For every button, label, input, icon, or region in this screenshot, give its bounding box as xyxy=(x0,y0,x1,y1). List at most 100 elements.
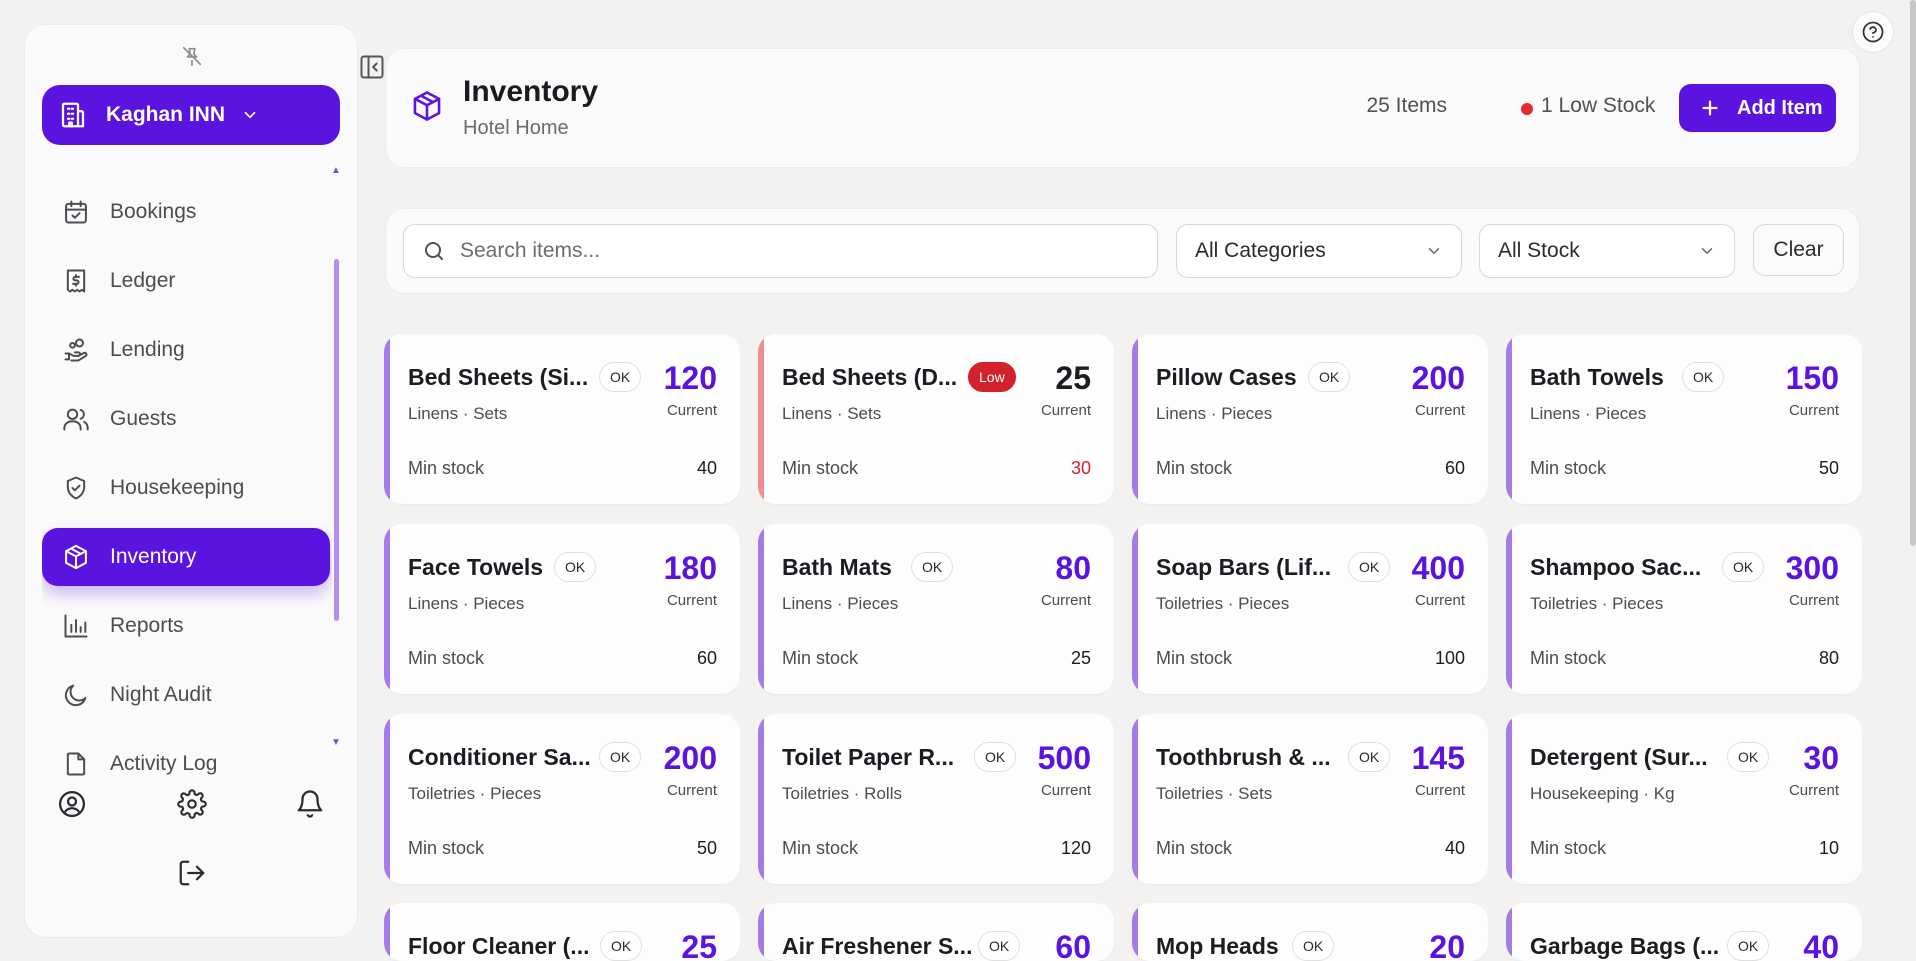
hand-coins-icon xyxy=(62,336,90,364)
help-button[interactable] xyxy=(1852,11,1894,53)
category-select[interactable]: All Categories xyxy=(1176,224,1462,278)
page-scrollbar[interactable] xyxy=(1910,0,1916,546)
settings-gear-icon[interactable] xyxy=(177,789,207,819)
inventory-card[interactable]: Mop Heads OK 20 xyxy=(1132,903,1488,961)
status-badge: OK xyxy=(1348,552,1391,582)
inventory-card[interactable]: Bath Towels OK 150 Current Linens · Piec… xyxy=(1506,334,1862,504)
user-circle-icon[interactable] xyxy=(57,789,87,819)
chevron-down-icon xyxy=(1698,242,1716,260)
current-stock-value: 120 xyxy=(663,360,717,396)
clear-filters-button[interactable]: Clear xyxy=(1753,224,1844,276)
inventory-card[interactable]: Air Freshener S... OK 60 xyxy=(758,903,1114,961)
current-label: Current xyxy=(1040,592,1091,609)
sidebar-item-inventory[interactable]: Inventory xyxy=(42,528,330,586)
inventory-card[interactable]: Shampoo Sac... OK 300 Current Toiletries… xyxy=(1506,524,1862,694)
item-category: Toiletries · Pieces xyxy=(1530,594,1664,613)
scroll-up-arrow[interactable]: ▲ xyxy=(331,165,341,176)
inventory-card[interactable]: Face Towels OK 180 Current Linens · Piec… xyxy=(384,524,740,694)
current-stock-value: 20 xyxy=(1429,929,1465,961)
current-label: Current xyxy=(1414,402,1465,419)
item-category: Linens · Pieces xyxy=(1156,404,1273,423)
collapse-sidebar-icon[interactable] xyxy=(358,53,386,81)
current-label: Current xyxy=(1414,782,1465,799)
current-label: Current xyxy=(666,592,717,609)
hotel-switcher[interactable]: Kaghan INN xyxy=(42,85,340,145)
inventory-card[interactable]: Floor Cleaner (... OK 25 xyxy=(384,903,740,961)
inventory-card[interactable]: Pillow Cases OK 200 Current Linens · Pie… xyxy=(1132,334,1488,504)
current-stock-value: 150 xyxy=(1785,360,1839,396)
items-count: 25 Items xyxy=(1366,94,1447,117)
min-stock-value: 60 xyxy=(696,648,717,668)
search-box[interactable] xyxy=(403,224,1158,278)
bell-icon[interactable] xyxy=(295,789,325,819)
current-label: Current xyxy=(1788,402,1839,419)
min-stock-value: 100 xyxy=(1434,648,1465,668)
min-stock-value: 80 xyxy=(1818,648,1839,668)
bar-chart-icon xyxy=(62,612,90,640)
chevron-down-icon xyxy=(241,106,259,124)
min-stock-value: 40 xyxy=(696,458,717,478)
min-stock-value: 10 xyxy=(1818,838,1839,858)
sidebar: Kaghan INN ▲ ▼ Bookings Ledger xyxy=(24,24,358,938)
current-stock-value: 200 xyxy=(1411,360,1465,396)
card-accent xyxy=(384,903,390,961)
min-stock-label: Min stock xyxy=(782,838,859,858)
status-badge: OK xyxy=(599,362,642,392)
min-stock-value: 50 xyxy=(1818,458,1839,478)
sidebar-item-label: Lending xyxy=(110,338,185,361)
status-badge: OK xyxy=(554,552,597,582)
min-stock-label: Min stock xyxy=(408,838,485,858)
receipt-dollar-icon xyxy=(62,267,90,295)
item-name: Bath Mats xyxy=(782,554,892,580)
item-category: Toiletries · Sets xyxy=(1156,784,1273,803)
min-stock-value: 60 xyxy=(1444,458,1465,478)
sidebar-item-night-audit[interactable]: Night Audit xyxy=(42,666,330,724)
sidebar-nav: Bookings Ledger Lending xyxy=(42,167,332,777)
inventory-card[interactable]: Bed Sheets (D... Low 25 Current Linens ·… xyxy=(758,334,1114,504)
sidebar-item-guests[interactable]: Guests xyxy=(42,390,330,448)
shield-check-icon xyxy=(62,474,90,502)
inventory-card[interactable]: Toilet Paper R... OK 500 Current Toiletr… xyxy=(758,714,1114,884)
status-badge: OK xyxy=(911,552,954,582)
search-input[interactable] xyxy=(460,239,1140,263)
sidebar-item-reports[interactable]: Reports xyxy=(42,597,330,655)
card-accent xyxy=(1132,714,1138,884)
inventory-card[interactable]: Toothbrush & ... OK 145 Current Toiletri… xyxy=(1132,714,1488,884)
item-category: Linens · Pieces xyxy=(782,594,899,613)
sidebar-item-activity-log[interactable]: Activity Log xyxy=(42,735,330,777)
min-stock-value: 30 xyxy=(1070,458,1091,478)
unpin-icon[interactable] xyxy=(181,45,203,67)
current-stock-value: 30 xyxy=(1803,740,1839,776)
item-name: Face Towels xyxy=(408,554,544,580)
item-category: Linens · Pieces xyxy=(1530,404,1647,423)
sidebar-item-bookings[interactable]: Bookings xyxy=(42,183,330,241)
card-accent xyxy=(1132,903,1138,961)
scroll-down-arrow[interactable]: ▼ xyxy=(331,737,341,748)
min-stock-label: Min stock xyxy=(1156,648,1233,668)
inventory-card[interactable]: Soap Bars (Lif... OK 400 Current Toiletr… xyxy=(1132,524,1488,694)
current-stock-value: 180 xyxy=(663,550,717,586)
item-name: Soap Bars (Lif... xyxy=(1156,554,1332,580)
stock-select[interactable]: All Stock xyxy=(1479,224,1735,278)
inventory-card[interactable]: Detergent (Sur... OK 30 Current Housekee… xyxy=(1506,714,1862,884)
inventory-card[interactable]: Conditioner Sa... OK 200 Current Toiletr… xyxy=(384,714,740,884)
min-stock-label: Min stock xyxy=(782,648,859,668)
card-accent xyxy=(1506,903,1512,961)
inventory-card[interactable]: Bath Mats OK 80 Current Linens · Pieces … xyxy=(758,524,1114,694)
item-name: Mop Heads xyxy=(1156,933,1279,959)
current-label: Current xyxy=(1040,782,1091,799)
card-accent xyxy=(758,334,764,504)
inventory-card[interactable]: Bed Sheets (Si... OK 120 Current Linens … xyxy=(384,334,740,504)
sidebar-item-ledger[interactable]: Ledger xyxy=(42,252,330,310)
card-accent xyxy=(758,524,764,694)
current-label: Current xyxy=(666,782,717,799)
sidebar-item-housekeeping[interactable]: Housekeeping xyxy=(42,459,330,517)
item-name: Toothbrush & ... xyxy=(1156,744,1331,770)
inventory-card[interactable]: Garbage Bags (... OK 40 xyxy=(1506,903,1862,961)
status-badge: OK xyxy=(974,742,1017,772)
item-name: Garbage Bags (... xyxy=(1530,933,1720,959)
sidebar-scrollbar[interactable] xyxy=(334,259,339,621)
logout-icon[interactable] xyxy=(177,858,207,888)
add-item-button[interactable]: Add Item xyxy=(1679,84,1836,132)
sidebar-item-lending[interactable]: Lending xyxy=(42,321,330,379)
